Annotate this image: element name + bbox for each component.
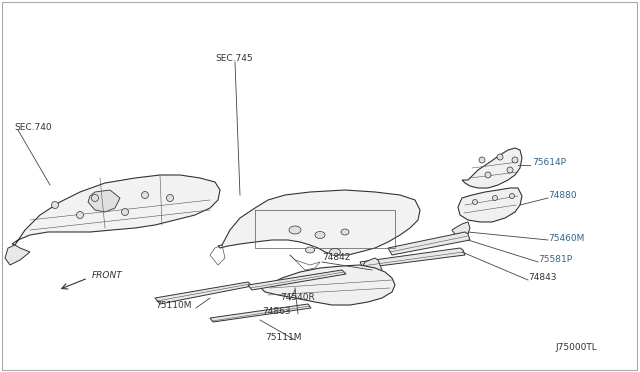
Polygon shape <box>462 148 522 188</box>
Circle shape <box>166 195 173 202</box>
Polygon shape <box>458 188 522 222</box>
Ellipse shape <box>305 247 314 253</box>
Circle shape <box>507 167 513 173</box>
Text: 75581P: 75581P <box>538 256 572 264</box>
Circle shape <box>472 199 477 205</box>
Text: 75110M: 75110M <box>155 301 191 310</box>
Ellipse shape <box>289 226 301 234</box>
Polygon shape <box>155 282 252 304</box>
Text: 74842: 74842 <box>322 253 350 263</box>
Circle shape <box>497 154 503 160</box>
Ellipse shape <box>330 248 340 256</box>
Polygon shape <box>12 175 220 245</box>
Polygon shape <box>88 190 120 212</box>
Polygon shape <box>362 258 382 282</box>
Circle shape <box>479 157 485 163</box>
Circle shape <box>122 208 129 215</box>
Polygon shape <box>210 304 311 322</box>
Circle shape <box>51 202 58 208</box>
Polygon shape <box>360 248 465 268</box>
Polygon shape <box>388 232 470 255</box>
Polygon shape <box>218 190 420 255</box>
Polygon shape <box>248 270 346 290</box>
Text: SEC.745: SEC.745 <box>215 54 253 62</box>
Text: 75460M: 75460M <box>548 234 584 243</box>
Ellipse shape <box>341 229 349 235</box>
Polygon shape <box>452 222 470 238</box>
Text: FRONT: FRONT <box>92 272 123 280</box>
Text: 74863: 74863 <box>262 307 291 315</box>
Circle shape <box>493 196 497 201</box>
Ellipse shape <box>315 231 325 238</box>
Circle shape <box>485 172 491 178</box>
Circle shape <box>92 195 99 202</box>
Circle shape <box>509 193 515 199</box>
Text: 74880: 74880 <box>548 190 577 199</box>
Polygon shape <box>5 245 30 265</box>
Text: J75000TL: J75000TL <box>555 343 596 353</box>
Polygon shape <box>260 265 395 305</box>
Text: SEC.740: SEC.740 <box>14 122 52 131</box>
Text: 75111M: 75111M <box>265 333 301 341</box>
Circle shape <box>77 212 83 218</box>
Circle shape <box>141 192 148 199</box>
Circle shape <box>512 157 518 163</box>
Text: 74540R: 74540R <box>280 292 315 301</box>
Text: 74843: 74843 <box>528 273 557 282</box>
Text: 75614P: 75614P <box>532 157 566 167</box>
